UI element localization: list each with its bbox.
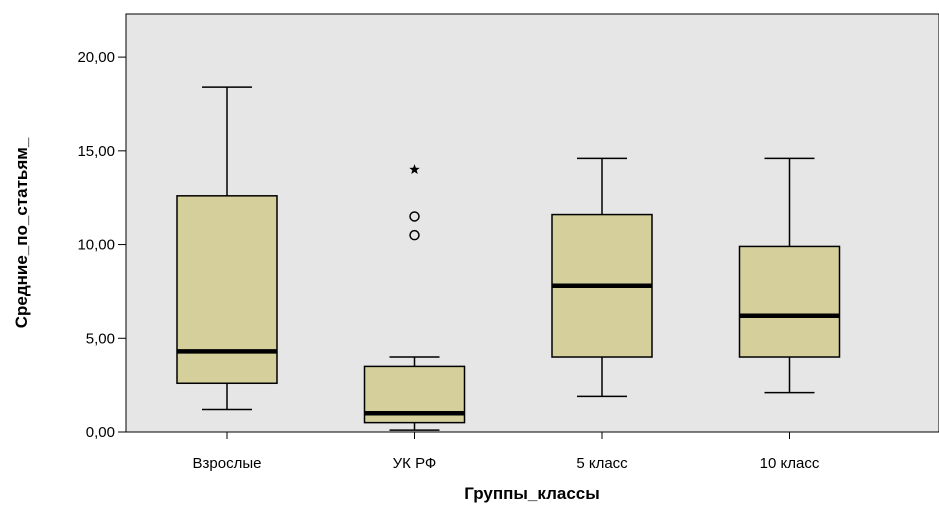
box-group [738, 157, 841, 394]
x-tick-label: 10 класс [760, 455, 820, 472]
outlier-point [409, 211, 420, 222]
y-tick-label: 10,00 [77, 237, 115, 254]
x-tick-label: 5 класс [576, 455, 628, 472]
y-tick-label: 15,00 [77, 143, 115, 160]
y-tick-label: 5,00 [86, 330, 115, 347]
extreme-point [409, 164, 420, 175]
y-tick-label: 0,00 [86, 424, 115, 441]
x-axis: Взрослые УК РФ 5 класс 10 класс [193, 432, 820, 472]
box-group [363, 164, 466, 431]
x-tick-label: УК РФ [393, 455, 437, 472]
y-axis-title: Средние_по_статьям_ [12, 137, 31, 328]
x-tick-label: Взрослые [193, 455, 262, 472]
boxes [176, 86, 841, 431]
outlier-point [409, 229, 420, 241]
x-axis-title: Группы_классы [464, 484, 600, 503]
iqr-box [738, 245, 841, 358]
box-group [551, 157, 653, 398]
box-group [176, 86, 278, 411]
y-axis: 0,00 5,00 10,00 15,00 20,00 [77, 49, 126, 441]
y-tick-label: 20,00 [77, 49, 115, 66]
iqr-box [176, 195, 278, 385]
